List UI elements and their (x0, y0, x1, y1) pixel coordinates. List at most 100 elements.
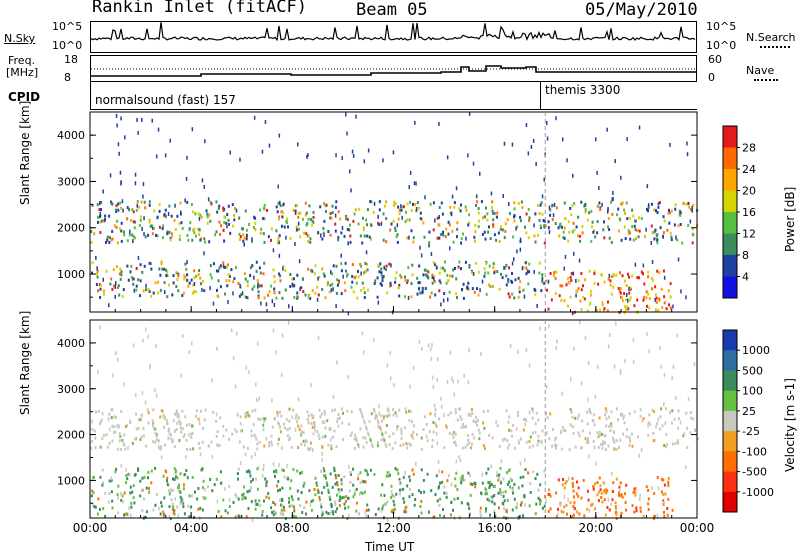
power-cell (686, 152, 689, 157)
velocity-cell (388, 470, 390, 475)
velocity-cell (123, 382, 125, 387)
velocity-cell (483, 426, 486, 430)
velocity-cell (329, 428, 332, 431)
power-cell (607, 207, 609, 211)
velocity-cell (456, 488, 459, 491)
velocity-cell (176, 476, 179, 480)
power-colorbar-label: 4 (742, 271, 749, 284)
velocity-cell (537, 418, 540, 422)
nave-tick-bottom: 0 (708, 71, 715, 84)
velocity-cell (647, 421, 650, 425)
velocity-cell (331, 409, 334, 413)
velocity-cell (624, 359, 626, 364)
velocity-cell (455, 443, 458, 447)
power-cell (227, 204, 230, 208)
velocity-cell (361, 331, 364, 336)
cpid-divider-start (90, 82, 91, 110)
velocity-cell (379, 427, 382, 431)
power-cell (191, 238, 194, 242)
velocity-cell (632, 359, 635, 364)
power-cell (578, 258, 581, 263)
power-cell (628, 286, 630, 291)
power-cell (636, 229, 639, 233)
power-cell (168, 283, 170, 287)
velocity-cell (117, 357, 119, 362)
power-cell (256, 279, 259, 283)
velocity-cell (188, 494, 191, 498)
velocity-cell (361, 491, 364, 495)
power-cell (495, 215, 498, 219)
velocity-cell (101, 483, 104, 487)
velocity-cell (566, 512, 568, 516)
power-cell (541, 212, 544, 216)
velocity-cell (394, 467, 397, 471)
power-cell (147, 233, 150, 237)
power-cell (662, 215, 665, 219)
power-colorbar-label: 20 (742, 185, 756, 198)
velocity-cell (545, 411, 548, 416)
velocity-cell (357, 473, 360, 478)
power-cell (206, 212, 209, 216)
power-cell (621, 274, 624, 278)
velocity-cell (283, 508, 286, 512)
power-cell (462, 232, 464, 236)
power-cell (149, 224, 152, 228)
power-cell (561, 225, 563, 229)
velocity-cell (300, 432, 302, 435)
power-cell (533, 269, 535, 274)
velocity-cell (402, 497, 405, 501)
velocity-cell (305, 440, 308, 444)
power-cell (519, 215, 522, 219)
power-cell (344, 289, 347, 293)
power-cell (150, 267, 153, 271)
velocity-cell (362, 436, 365, 440)
power-cell (596, 220, 599, 224)
velocity-cell (202, 479, 205, 483)
power-cell (380, 273, 383, 277)
velocity-cell (690, 416, 693, 420)
power-cell (120, 273, 123, 277)
velocity-cell (321, 510, 324, 514)
velocity-cell (436, 441, 438, 446)
power-cell (351, 280, 354, 284)
velocity-cell (333, 466, 336, 470)
power-cell (410, 282, 413, 285)
power-cell (535, 162, 537, 167)
power-cell (299, 211, 302, 215)
velocity-cell (597, 364, 599, 369)
velocity-cell (259, 418, 262, 421)
power-cell (177, 272, 180, 276)
velocity-cell (513, 482, 516, 486)
velocity-cell (595, 461, 597, 466)
velocity-cell (131, 490, 134, 494)
power-cell (584, 278, 587, 282)
velocity-cell (618, 485, 621, 489)
power-cell (271, 299, 274, 304)
power-cell (388, 262, 391, 266)
velocity-cell (408, 475, 411, 479)
velocity-cell (158, 444, 160, 449)
velocity-cell (504, 490, 507, 494)
velocity-cell (234, 428, 237, 432)
velocity-cell (329, 437, 332, 442)
velocity-cell (120, 498, 123, 502)
velocity-cell (511, 508, 514, 512)
velocity-cell (479, 506, 482, 510)
velocity-cell (382, 504, 385, 508)
velocity-cell (562, 510, 565, 514)
power-cell (140, 200, 143, 204)
velocity-cell (429, 347, 432, 352)
velocity-cell (478, 437, 481, 441)
power-cell (314, 291, 317, 295)
velocity-cell (447, 413, 450, 417)
velocity-cell (436, 378, 438, 382)
power-cell (337, 236, 340, 240)
power-cell (363, 234, 366, 238)
power-cell (427, 270, 430, 274)
velocity-cell (166, 482, 169, 486)
power-cell (567, 239, 570, 243)
velocity-cell (279, 425, 281, 429)
velocity-cell (296, 420, 298, 424)
velocity-cell (561, 391, 563, 396)
velocity-cell (309, 441, 312, 445)
